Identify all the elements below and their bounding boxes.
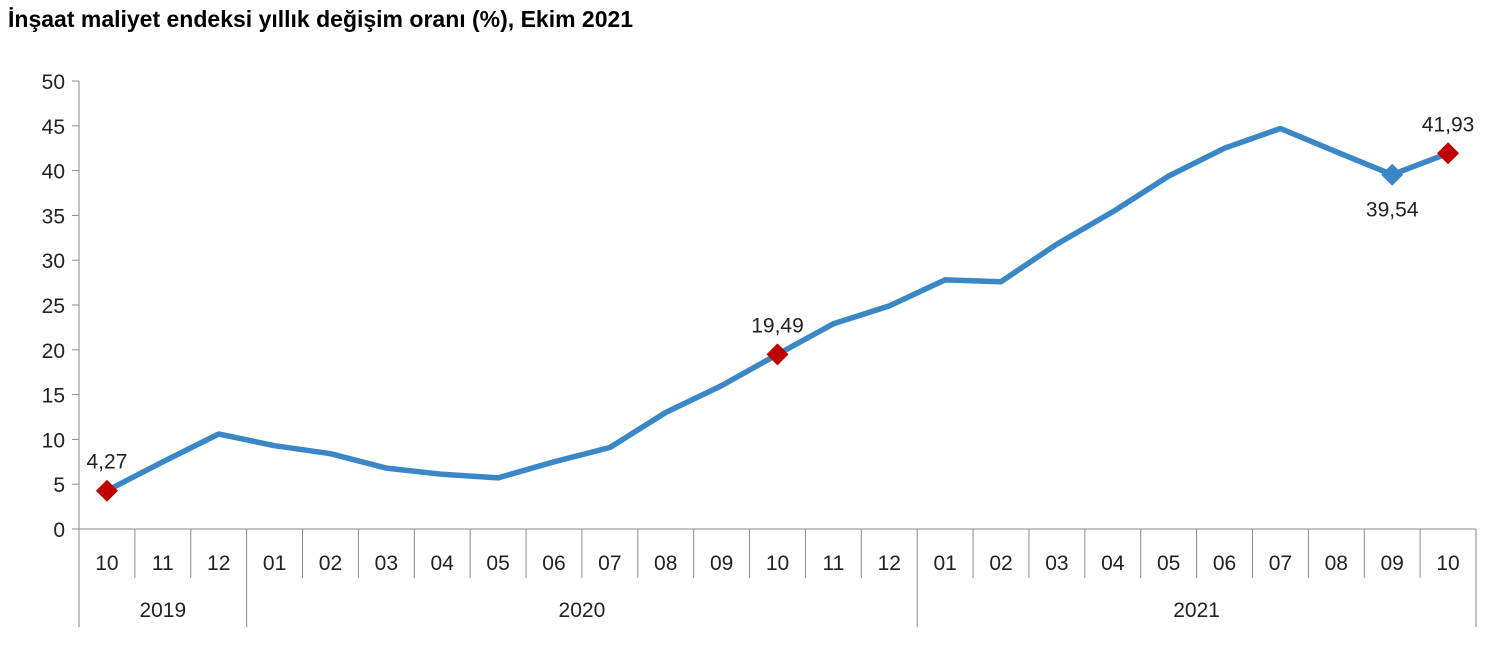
y-tick-label: 40 (42, 161, 65, 184)
year-label: 2021 (1173, 599, 1220, 622)
data-point-marker (1437, 142, 1460, 165)
data-label: 39,54 (1366, 199, 1419, 222)
x-tick-label: 12 (207, 552, 230, 575)
x-tick-label: 07 (598, 552, 621, 575)
x-tick-label: 03 (1045, 552, 1068, 575)
data-point-marker (766, 343, 789, 366)
y-tick-label: 0 (53, 519, 65, 542)
data-point-marker (95, 479, 118, 502)
x-tick-label: 01 (933, 552, 956, 575)
y-tick-label: 45 (42, 116, 65, 139)
y-tick-label: 35 (42, 205, 65, 228)
x-tick-label: 03 (375, 552, 398, 575)
x-tick-label: 11 (152, 552, 174, 575)
x-tick-label: 01 (263, 552, 286, 575)
x-tick-label: 04 (1101, 552, 1125, 575)
x-tick-label: 02 (989, 552, 1012, 575)
x-tick-label: 12 (878, 552, 901, 575)
year-label: 2019 (139, 599, 186, 622)
x-tick-label: 07 (1269, 552, 1292, 575)
y-tick-label: 25 (42, 295, 65, 318)
x-tick-label: 05 (486, 552, 509, 575)
x-tick-label: 06 (542, 552, 565, 575)
x-tick-label: 06 (1213, 552, 1236, 575)
x-tick-label: 09 (1381, 552, 1404, 575)
year-label: 2020 (559, 599, 606, 622)
chart-series (104, 125, 1451, 494)
x-tick-label: 10 (1436, 552, 1459, 575)
y-tick-label: 50 (42, 71, 65, 94)
x-tick-label: 10 (766, 552, 789, 575)
x-tick-label: 08 (1325, 552, 1348, 575)
y-tick-label: 5 (53, 474, 65, 497)
x-tick-label: 08 (654, 552, 677, 575)
data-point-marker (1381, 163, 1404, 186)
chart-markers: 4,27 19,49 39,54 41,93 (87, 113, 1475, 502)
y-tick-label: 10 (42, 429, 65, 452)
data-label: 4,27 (87, 451, 128, 474)
series-line (104, 125, 1451, 494)
chart-title: İnşaat maliyet endeksi yıllık değişim or… (8, 6, 634, 32)
data-label: 41,93 (1422, 113, 1475, 136)
y-tick-label: 30 (42, 250, 65, 273)
x-tick-label: 04 (431, 552, 455, 575)
data-label: 19,49 (751, 314, 804, 337)
x-tick-label: 10 (95, 552, 118, 575)
x-tick-label: 11 (822, 552, 844, 575)
x-tick-label: 05 (1157, 552, 1180, 575)
y-tick-label: 20 (42, 340, 65, 363)
x-tick-label: 02 (319, 552, 342, 575)
y-tick-label: 15 (42, 385, 65, 408)
x-tick-label: 09 (710, 552, 733, 575)
